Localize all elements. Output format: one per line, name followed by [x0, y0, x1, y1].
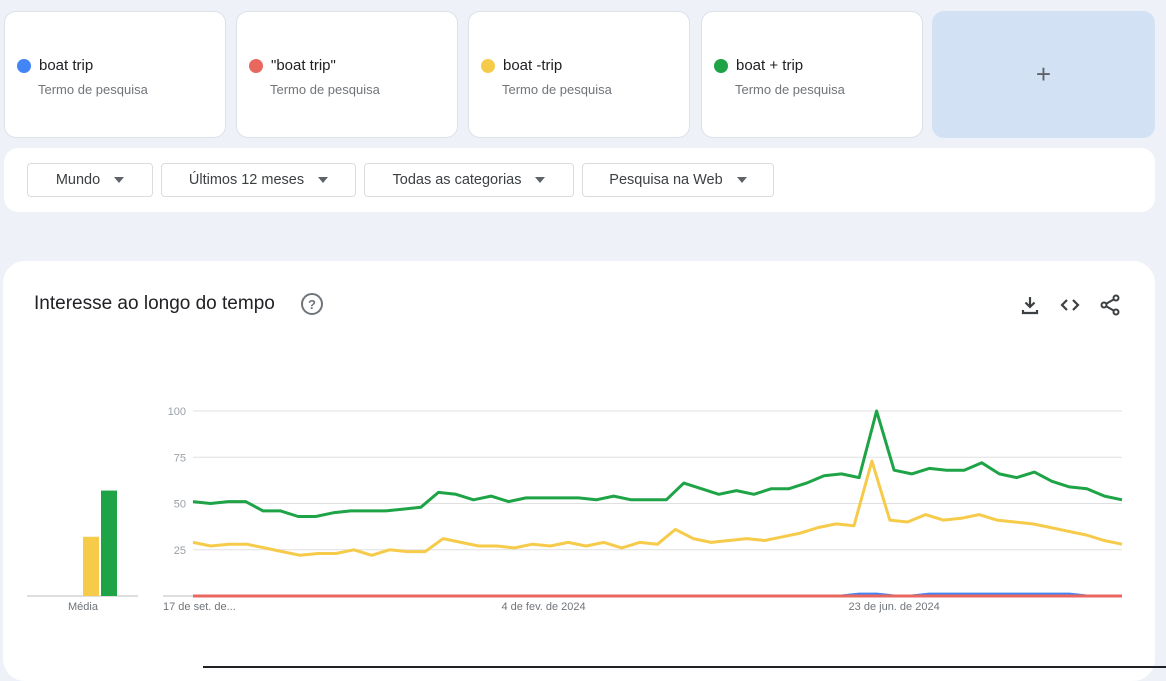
caret-down-icon — [736, 177, 747, 183]
period-dropdown[interactable]: Últimos 12 meses — [161, 163, 356, 197]
term-card-boat-plus-trip[interactable]: boat + trip Termo de pesquisa — [701, 11, 923, 138]
download-icon[interactable] — [1018, 293, 1042, 317]
term-card-boat-trip[interactable]: boat trip Termo de pesquisa — [4, 11, 226, 138]
filter-bar: Mundo Últimos 12 meses Todas as categori… — [4, 148, 1155, 212]
term-label: boat + trip — [736, 57, 804, 74]
category-label: Todas as categorias — [392, 172, 522, 188]
region-label: Mundo — [55, 172, 101, 188]
term-label: boat trip — [39, 57, 94, 74]
share-icon[interactable] — [1098, 293, 1122, 317]
term-sublabel: Termo de pesquisa — [502, 82, 612, 97]
term-label: boat -trip — [503, 57, 563, 74]
interest-over-time-panel: Interesse ao longo do tempo ? — [3, 261, 1155, 681]
search-type-dropdown[interactable]: Pesquisa na Web — [582, 163, 774, 197]
plus-icon: + — [1035, 59, 1052, 89]
region-dropdown[interactable]: Mundo — [27, 163, 153, 197]
term-card-boat-trip-quoted[interactable]: "boat trip" Termo de pesquisa — [236, 11, 458, 138]
term-label: "boat trip" — [271, 57, 336, 74]
term-sublabel: Termo de pesquisa — [38, 82, 148, 97]
caret-down-icon — [535, 177, 546, 183]
search-type-label: Pesquisa na Web — [609, 172, 723, 188]
series-color-dot — [714, 58, 728, 73]
term-sublabel: Termo de pesquisa — [270, 82, 380, 97]
caret-down-icon — [318, 177, 329, 183]
panel-title: Interesse ao longo do tempo — [34, 293, 275, 314]
category-dropdown[interactable]: Todas as categorias — [364, 163, 574, 197]
add-comparison-button[interactable]: + — [932, 11, 1155, 138]
help-icon[interactable]: ? — [301, 293, 323, 315]
period-label: Últimos 12 meses — [188, 172, 305, 188]
term-card-boat-minus-trip[interactable]: boat -trip Termo de pesquisa — [468, 11, 690, 138]
series-color-dot — [17, 58, 31, 73]
series-color-dot — [249, 58, 263, 73]
embed-icon[interactable] — [1058, 293, 1082, 317]
caret-down-icon — [114, 177, 125, 183]
term-sublabel: Termo de pesquisa — [735, 82, 845, 97]
series-color-dot — [481, 58, 495, 73]
divider — [203, 666, 1166, 668]
